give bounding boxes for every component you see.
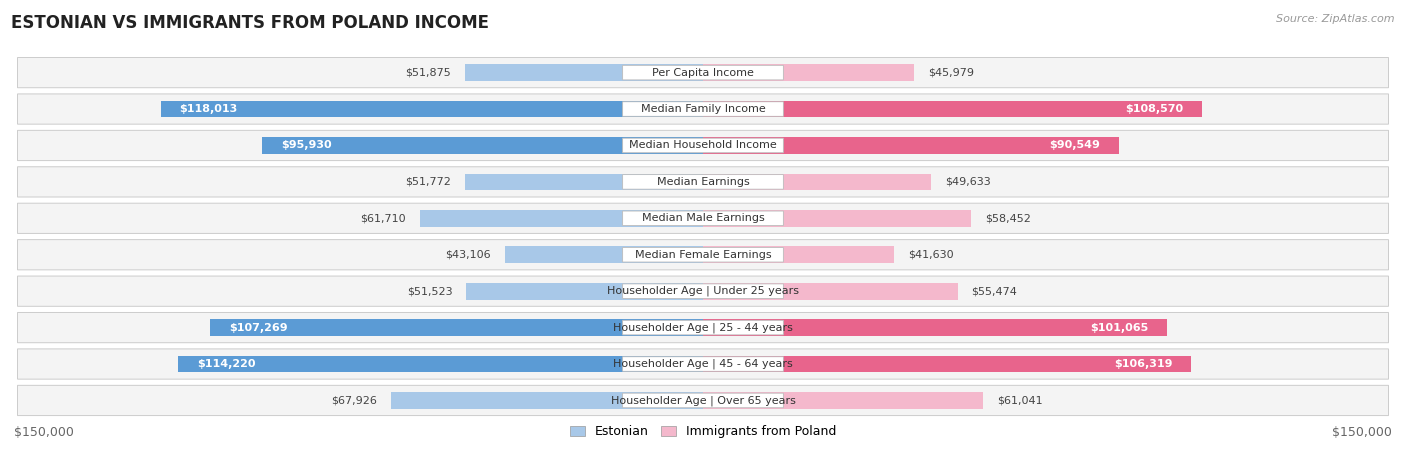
Bar [419,210,703,226]
Bar [703,283,957,299]
Bar [211,319,703,336]
Text: Median Male Earnings: Median Male Earnings [641,213,765,223]
Text: Source: ZipAtlas.com: Source: ZipAtlas.com [1277,14,1395,24]
Text: $150,000: $150,000 [1331,426,1392,439]
Text: $108,570: $108,570 [1125,104,1184,114]
FancyBboxPatch shape [17,94,1389,124]
FancyBboxPatch shape [17,130,1389,161]
Bar [465,174,703,190]
Bar [703,356,1191,372]
Bar [179,356,703,372]
Text: Per Capita Income: Per Capita Income [652,68,754,78]
Text: $51,772: $51,772 [405,177,451,187]
Text: Median Household Income: Median Household Income [628,141,778,150]
FancyBboxPatch shape [17,276,1389,306]
Bar [391,392,703,409]
FancyBboxPatch shape [17,240,1389,270]
Text: $61,710: $61,710 [360,213,406,223]
Bar [703,319,1167,336]
Bar [703,392,983,409]
FancyBboxPatch shape [17,385,1389,416]
Text: $67,926: $67,926 [332,396,377,405]
FancyBboxPatch shape [17,167,1389,197]
Text: Median Female Earnings: Median Female Earnings [634,250,772,260]
Text: $51,523: $51,523 [406,286,453,296]
Bar [505,247,703,263]
Text: $95,930: $95,930 [281,141,332,150]
Text: Householder Age | Over 65 years: Householder Age | Over 65 years [610,395,796,406]
Text: $150,000: $150,000 [14,426,75,439]
Legend: Estonian, Immigrants from Poland: Estonian, Immigrants from Poland [565,420,841,443]
Text: $114,220: $114,220 [197,359,256,369]
Bar [703,210,972,226]
Text: $101,065: $101,065 [1091,323,1149,333]
Bar [467,283,703,299]
FancyBboxPatch shape [17,203,1389,234]
Text: Median Earnings: Median Earnings [657,177,749,187]
Text: $43,106: $43,106 [446,250,491,260]
Text: Householder Age | 45 - 64 years: Householder Age | 45 - 64 years [613,359,793,369]
FancyBboxPatch shape [623,175,783,189]
Bar [703,64,914,81]
Text: $55,474: $55,474 [972,286,1018,296]
Text: Median Family Income: Median Family Income [641,104,765,114]
FancyBboxPatch shape [623,320,783,335]
FancyBboxPatch shape [17,57,1389,88]
Text: $106,319: $106,319 [1115,359,1173,369]
Text: $107,269: $107,269 [229,323,287,333]
Text: $118,013: $118,013 [180,104,238,114]
Bar [160,101,703,117]
Bar [703,174,931,190]
Bar [703,101,1202,117]
Bar [465,64,703,81]
Text: $51,875: $51,875 [405,68,451,78]
FancyBboxPatch shape [623,248,783,262]
FancyBboxPatch shape [623,393,783,408]
FancyBboxPatch shape [623,138,783,153]
FancyBboxPatch shape [623,102,783,116]
Text: $49,633: $49,633 [945,177,990,187]
Text: $90,549: $90,549 [1050,141,1101,150]
FancyBboxPatch shape [623,65,783,80]
Text: Householder Age | 25 - 44 years: Householder Age | 25 - 44 years [613,322,793,333]
Text: $58,452: $58,452 [986,213,1031,223]
FancyBboxPatch shape [623,357,783,371]
Text: $45,979: $45,979 [928,68,974,78]
FancyBboxPatch shape [17,349,1389,379]
Text: $61,041: $61,041 [997,396,1043,405]
FancyBboxPatch shape [623,211,783,226]
FancyBboxPatch shape [623,284,783,298]
Text: ESTONIAN VS IMMIGRANTS FROM POLAND INCOME: ESTONIAN VS IMMIGRANTS FROM POLAND INCOM… [11,14,489,32]
Bar [703,137,1119,154]
Bar [703,247,894,263]
Text: Householder Age | Under 25 years: Householder Age | Under 25 years [607,286,799,297]
Text: $41,630: $41,630 [908,250,953,260]
Bar [263,137,703,154]
FancyBboxPatch shape [17,312,1389,343]
